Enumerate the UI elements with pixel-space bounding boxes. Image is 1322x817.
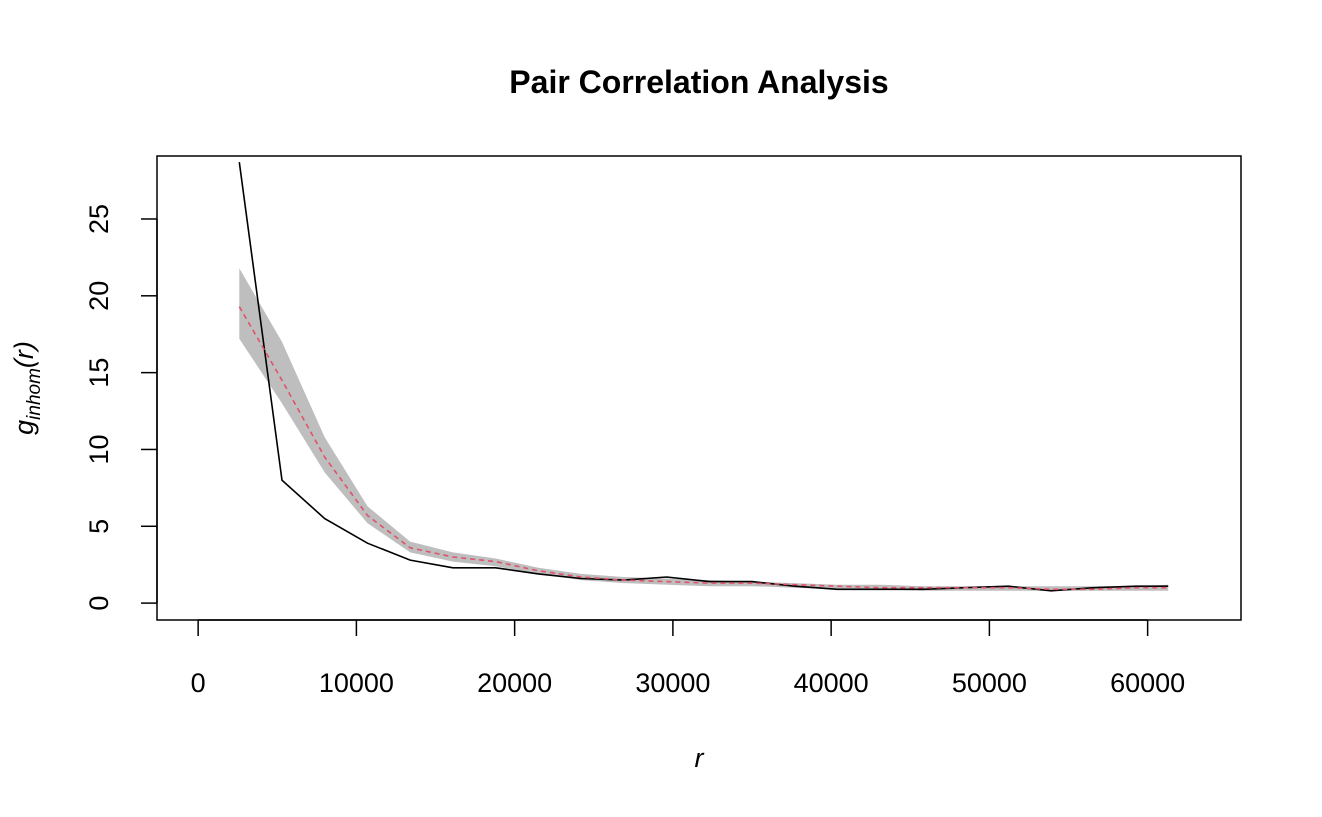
y-axis-label-suffix: (r)	[9, 341, 39, 368]
envelope-band	[239, 268, 1169, 591]
chart-title: Pair Correlation Analysis	[509, 64, 888, 100]
theoretical-line	[238, 306, 1169, 591]
plot-region	[238, 161, 1169, 592]
y-tick-label: 25	[84, 204, 114, 234]
y-tick-label: 0	[84, 596, 114, 611]
y-tick-label: 15	[84, 358, 114, 388]
y-tick-label: 10	[84, 434, 114, 464]
observed-line	[238, 161, 1169, 592]
y-axis-label: ginhom(r)	[9, 341, 45, 435]
y-axis-label-subscript: inhom	[24, 368, 45, 420]
x-tick-label: 0	[191, 668, 206, 698]
x-axis: 0 10000 20000 30000 40000 50000 60000	[191, 619, 1185, 698]
x-axis-label: r	[695, 743, 705, 773]
plot-frame	[156, 155, 1242, 621]
x-tick-label: 30000	[635, 668, 710, 698]
y-tick-label: 20	[84, 281, 114, 311]
y-tick-label: 5	[84, 519, 114, 534]
x-tick-label: 20000	[477, 668, 552, 698]
x-tick-label: 50000	[952, 668, 1027, 698]
y-axis: 0 5 10 15 20 25	[84, 204, 158, 611]
x-tick-label: 60000	[1110, 668, 1185, 698]
x-tick-label: 10000	[319, 668, 394, 698]
x-tick-label: 40000	[794, 668, 869, 698]
y-axis-label-base: g	[9, 420, 39, 435]
